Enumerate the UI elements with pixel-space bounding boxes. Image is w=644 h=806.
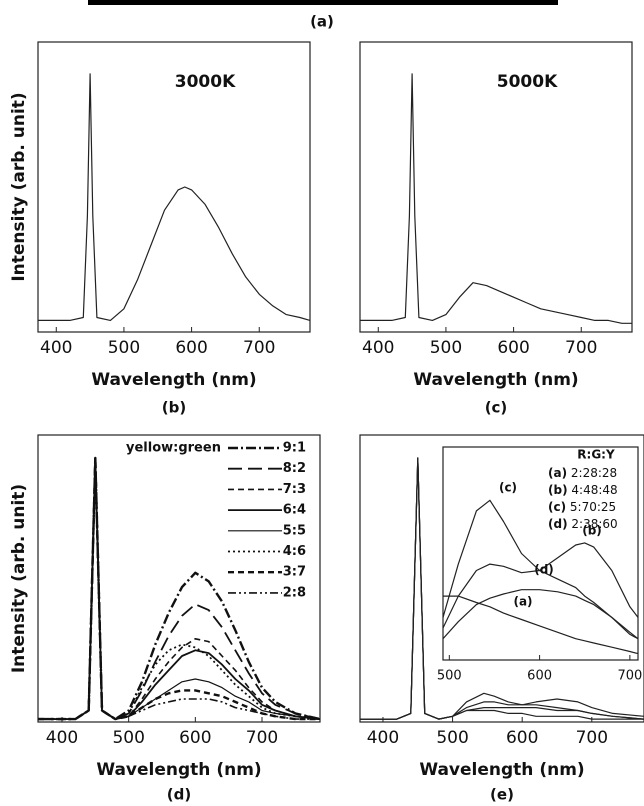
legend-label: 5:5 (283, 523, 306, 538)
x-tick-label: 500 (436, 728, 468, 748)
legend-label: 4:6 (283, 544, 306, 559)
annotation: 3000K (175, 72, 236, 92)
legend-title: R:G:Y (577, 448, 615, 462)
legend-name: (d) (548, 517, 568, 531)
x-tick-label: 500 (112, 728, 144, 748)
legend-entry: (c) 5:70:25 (548, 500, 616, 514)
legend-ratio: 2:38:60 (571, 517, 617, 531)
spectrum-line (442, 589, 639, 640)
curve-label: (a) (513, 595, 532, 609)
legend-entry: (a) 2:28:28 (548, 466, 617, 480)
curve-label: (b) (582, 524, 602, 538)
panel-label: (c) (485, 399, 508, 417)
legend-title: yellow:green (126, 441, 221, 456)
x-tick-label: 600 (179, 728, 211, 748)
curve-label: (c) (499, 481, 517, 495)
legend-label: 6:4 (283, 503, 306, 518)
legend-name: (a) (548, 466, 567, 480)
spectrum-line (442, 542, 639, 629)
x-tick-label: 500 (430, 338, 462, 358)
spectrum-line (38, 457, 321, 720)
x-tick-label: 700 (565, 338, 597, 358)
x-tick-label: 600 (527, 669, 552, 684)
legend-name: (c) (548, 500, 566, 514)
x-tick-label: 700 (246, 728, 278, 748)
x-tick-label: 700 (243, 338, 275, 358)
spectrum-line (360, 73, 632, 324)
plot-frame (359, 41, 633, 333)
x-tick-label: 600 (175, 338, 207, 358)
y-axis-label: Intensity (arb. unit) (9, 92, 29, 281)
curve-label: (d) (534, 563, 554, 577)
x-tick-label: 400 (40, 338, 72, 358)
x-tick-label: 400 (362, 338, 394, 358)
spectrum-line (38, 457, 321, 720)
annotation: 5000K (497, 72, 558, 92)
legend-ratio: 2:28:28 (571, 466, 617, 480)
top-bar (88, 0, 558, 5)
x-tick-label: 600 (506, 728, 538, 748)
x-tick-label: 700 (617, 669, 642, 684)
legend-name: (b) (548, 483, 568, 497)
legend-label: 7:3 (283, 482, 306, 497)
legend-ratio: 4:48:48 (571, 483, 617, 497)
spectrum-line (360, 457, 644, 720)
legend-entry: (d) 2:38:60 (548, 517, 618, 531)
x-tick-label: 600 (497, 338, 529, 358)
y-axis-label: Intensity (arb. unit) (9, 484, 29, 673)
x-tick-label: 700 (576, 728, 608, 748)
x-axis-label: Wavelength (nm) (96, 760, 261, 780)
legend-ratio: 5:70:25 (570, 500, 616, 514)
panel-label: (b) (162, 399, 186, 417)
legend-label: 9:1 (283, 441, 306, 456)
x-tick-label: 400 (367, 728, 399, 748)
legend-label: 2:8 (283, 585, 306, 600)
x-axis-label: Wavelength (nm) (419, 760, 584, 780)
spectrum-line (38, 73, 311, 321)
legend-entry: (b) 4:48:48 (548, 483, 618, 497)
spectrum-line (38, 457, 320, 720)
x-tick-label: 500 (108, 338, 140, 358)
panel-label: (d) (167, 786, 191, 804)
panel-label: (a) (310, 13, 334, 31)
x-tick-label: 400 (46, 728, 78, 748)
legend-label: 8:2 (283, 461, 306, 476)
plot-frame (37, 434, 321, 723)
panel-label: (e) (490, 786, 514, 804)
plot-frame (37, 41, 311, 333)
x-axis-label: Wavelength (nm) (91, 370, 256, 390)
plot-frame (442, 446, 639, 661)
x-tick-label: 500 (437, 669, 462, 684)
legend-label: 3:7 (283, 565, 306, 580)
spectrum-line (38, 456, 320, 721)
x-axis-label: Wavelength (nm) (413, 370, 578, 390)
